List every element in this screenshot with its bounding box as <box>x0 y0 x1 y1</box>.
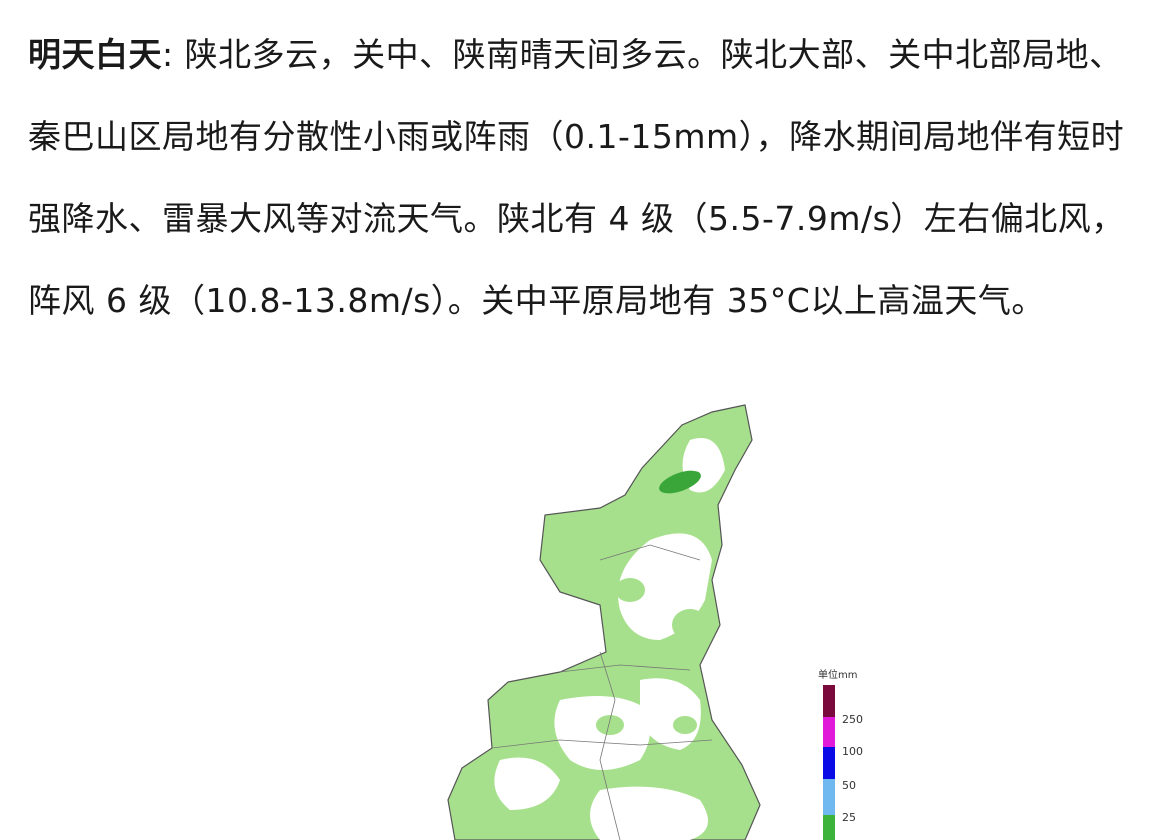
legend-tick: 100 <box>842 745 863 758</box>
legend-tick: 50 <box>842 779 856 792</box>
forecast-paragraph: 明天白天: 陕北多云，关中、陕南晴天间多云。陕北大部、关中北部局地、秦巴山区局地… <box>28 14 1148 342</box>
forecast-lead: 明天白天 <box>28 35 162 74</box>
forecast-body: : 陕北多云，关中、陕南晴天间多云。陕北大部、关中北部局地、秦巴山区局地有分散性… <box>28 35 1125 320</box>
city-boundaries <box>491 544 713 840</box>
legend-tick: 25 <box>842 811 856 824</box>
moderate-rain-area <box>659 470 701 494</box>
legend-tick: 250 <box>842 713 863 726</box>
legend-colorbar <box>823 685 835 840</box>
precipitation-map <box>447 404 835 840</box>
legend-title: 单位mm <box>818 670 858 681</box>
rain-patches <box>596 578 708 735</box>
